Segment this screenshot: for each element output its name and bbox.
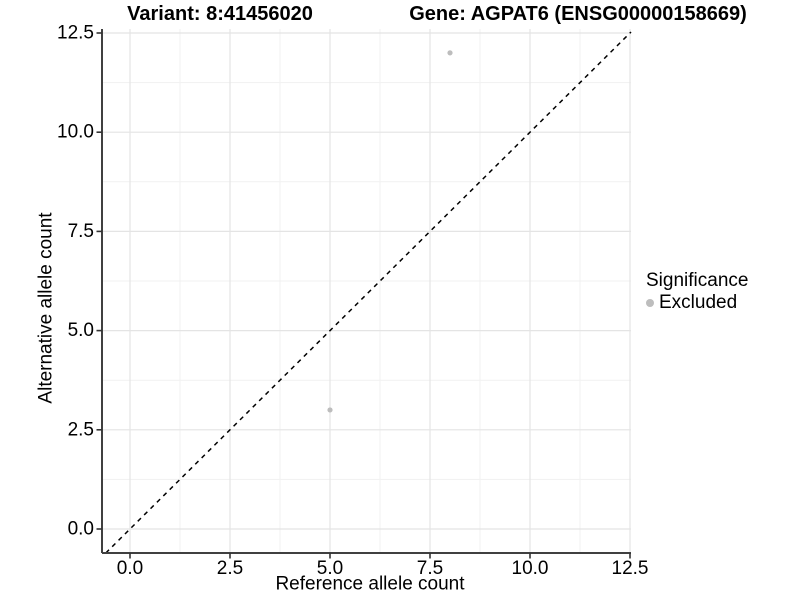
legend-point-icon	[646, 299, 654, 307]
x-tick-label: 5.0	[317, 558, 343, 579]
legend-item-label: Excluded	[659, 292, 738, 313]
legend-title: Significance	[646, 270, 749, 291]
y-tick-label: 2.5	[68, 419, 94, 440]
y-tick-label: 0.0	[68, 519, 94, 540]
y-tick-label: 10.0	[57, 122, 94, 143]
data-point	[447, 50, 453, 56]
y-tick-label: 5.0	[68, 320, 94, 341]
x-tick-label: 7.5	[417, 558, 443, 579]
y-axis-title: Alternative allele count	[36, 212, 57, 404]
plot-title-gene: Gene: AGPAT6 (ENSG00000158669)	[409, 3, 747, 25]
reference-line-layer	[105, 31, 632, 554]
identity-reference-line	[105, 31, 632, 554]
legend-item-excluded: Excluded	[646, 293, 748, 313]
x-tick-label: 2.5	[217, 558, 243, 579]
data-point	[327, 407, 333, 413]
x-tick-label: 10.0	[512, 558, 549, 579]
plot-title-variant: Variant: 8:41456020	[127, 3, 313, 25]
y-tick-label: 7.5	[68, 221, 94, 242]
x-axis-title: Reference allele count	[275, 574, 465, 595]
legend: Significance Excluded	[646, 271, 748, 313]
x-tick-label: 0.0	[117, 558, 143, 579]
x-tick-label: 12.5	[612, 558, 649, 579]
grid-layer	[102, 29, 631, 553]
y-tick-label: 12.5	[57, 23, 94, 44]
data-point-layer	[327, 50, 453, 413]
axis-layer: 0.0 2.5 5.0 7.5 10.0 12.5 0.0 2.5 5.0 7.5 10.0 12.5	[57, 23, 648, 579]
